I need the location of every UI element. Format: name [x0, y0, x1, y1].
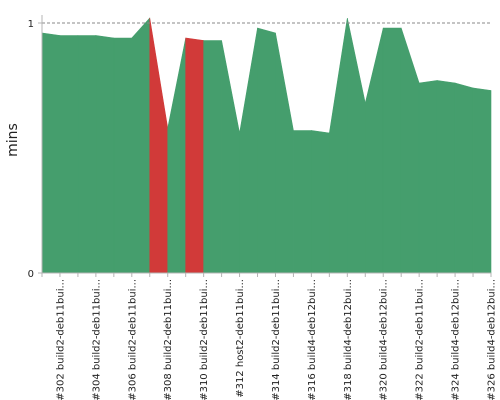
area-segment-success — [472, 87, 492, 274]
area-segment-success — [400, 27, 420, 274]
x-tick-label: #320 build4-deb12bui... — [379, 279, 390, 400]
area-segment-success — [203, 40, 222, 274]
x-tick-label: #310 build2-deb11bui... — [199, 279, 210, 400]
x-tick-label: #312 host2-deb11bui... — [235, 279, 246, 398]
x-tick-label: #314 build2-deb11bui... — [271, 279, 282, 400]
area-segment-success — [418, 80, 438, 274]
area-segment-success — [311, 130, 330, 274]
y-tick-label: 0 — [28, 269, 34, 280]
area-segment-success — [41, 32, 61, 274]
chart-areas — [41, 17, 492, 274]
area-segment-success — [221, 40, 240, 274]
area-segment-failure — [185, 37, 204, 274]
x-ticks: #302 build2-deb11bui... #304 build2-deb11… — [41, 273, 498, 400]
area-segment-success — [167, 37, 186, 274]
area-segment-success — [347, 17, 366, 274]
area-segment-success — [382, 27, 402, 274]
area-segment-success — [454, 82, 474, 274]
y-tick-label: 1 — [28, 19, 34, 30]
area-segment-success — [77, 35, 97, 274]
x-tick-label: #302 build2-deb11bui... — [55, 279, 66, 400]
x-tick-label: #318 build4-deb12bui... — [343, 279, 354, 400]
x-tick-label: #322 build2-deb11bui... — [415, 279, 426, 400]
area-segment-success — [329, 17, 348, 274]
area-segment-failure — [149, 17, 169, 274]
y-ticks: 01 — [28, 19, 42, 280]
area-segment-success — [113, 37, 133, 274]
x-tick-label: #316 build4-deb12bui... — [307, 279, 318, 400]
area-segment-success — [95, 35, 115, 274]
x-tick-label: #306 build2-deb11bui... — [127, 279, 138, 400]
area-segment-success — [59, 35, 79, 274]
area-segment-success — [293, 130, 312, 274]
area-segment-success — [131, 17, 151, 274]
x-tick-label: #326 build4-deb12bui... — [487, 279, 498, 400]
area-segment-success — [364, 27, 384, 274]
area-segment-success — [436, 80, 456, 274]
y-axis-label: mins — [5, 123, 21, 157]
x-tick-label: #308 build2-deb11bui... — [163, 279, 174, 400]
area-segment-success — [275, 32, 294, 274]
area-segment-success — [257, 27, 276, 274]
x-tick-label: #304 build2-deb11bui... — [91, 279, 102, 400]
area-segment-success — [239, 27, 258, 274]
x-tick-label: #324 build4-deb12bui... — [451, 279, 462, 400]
